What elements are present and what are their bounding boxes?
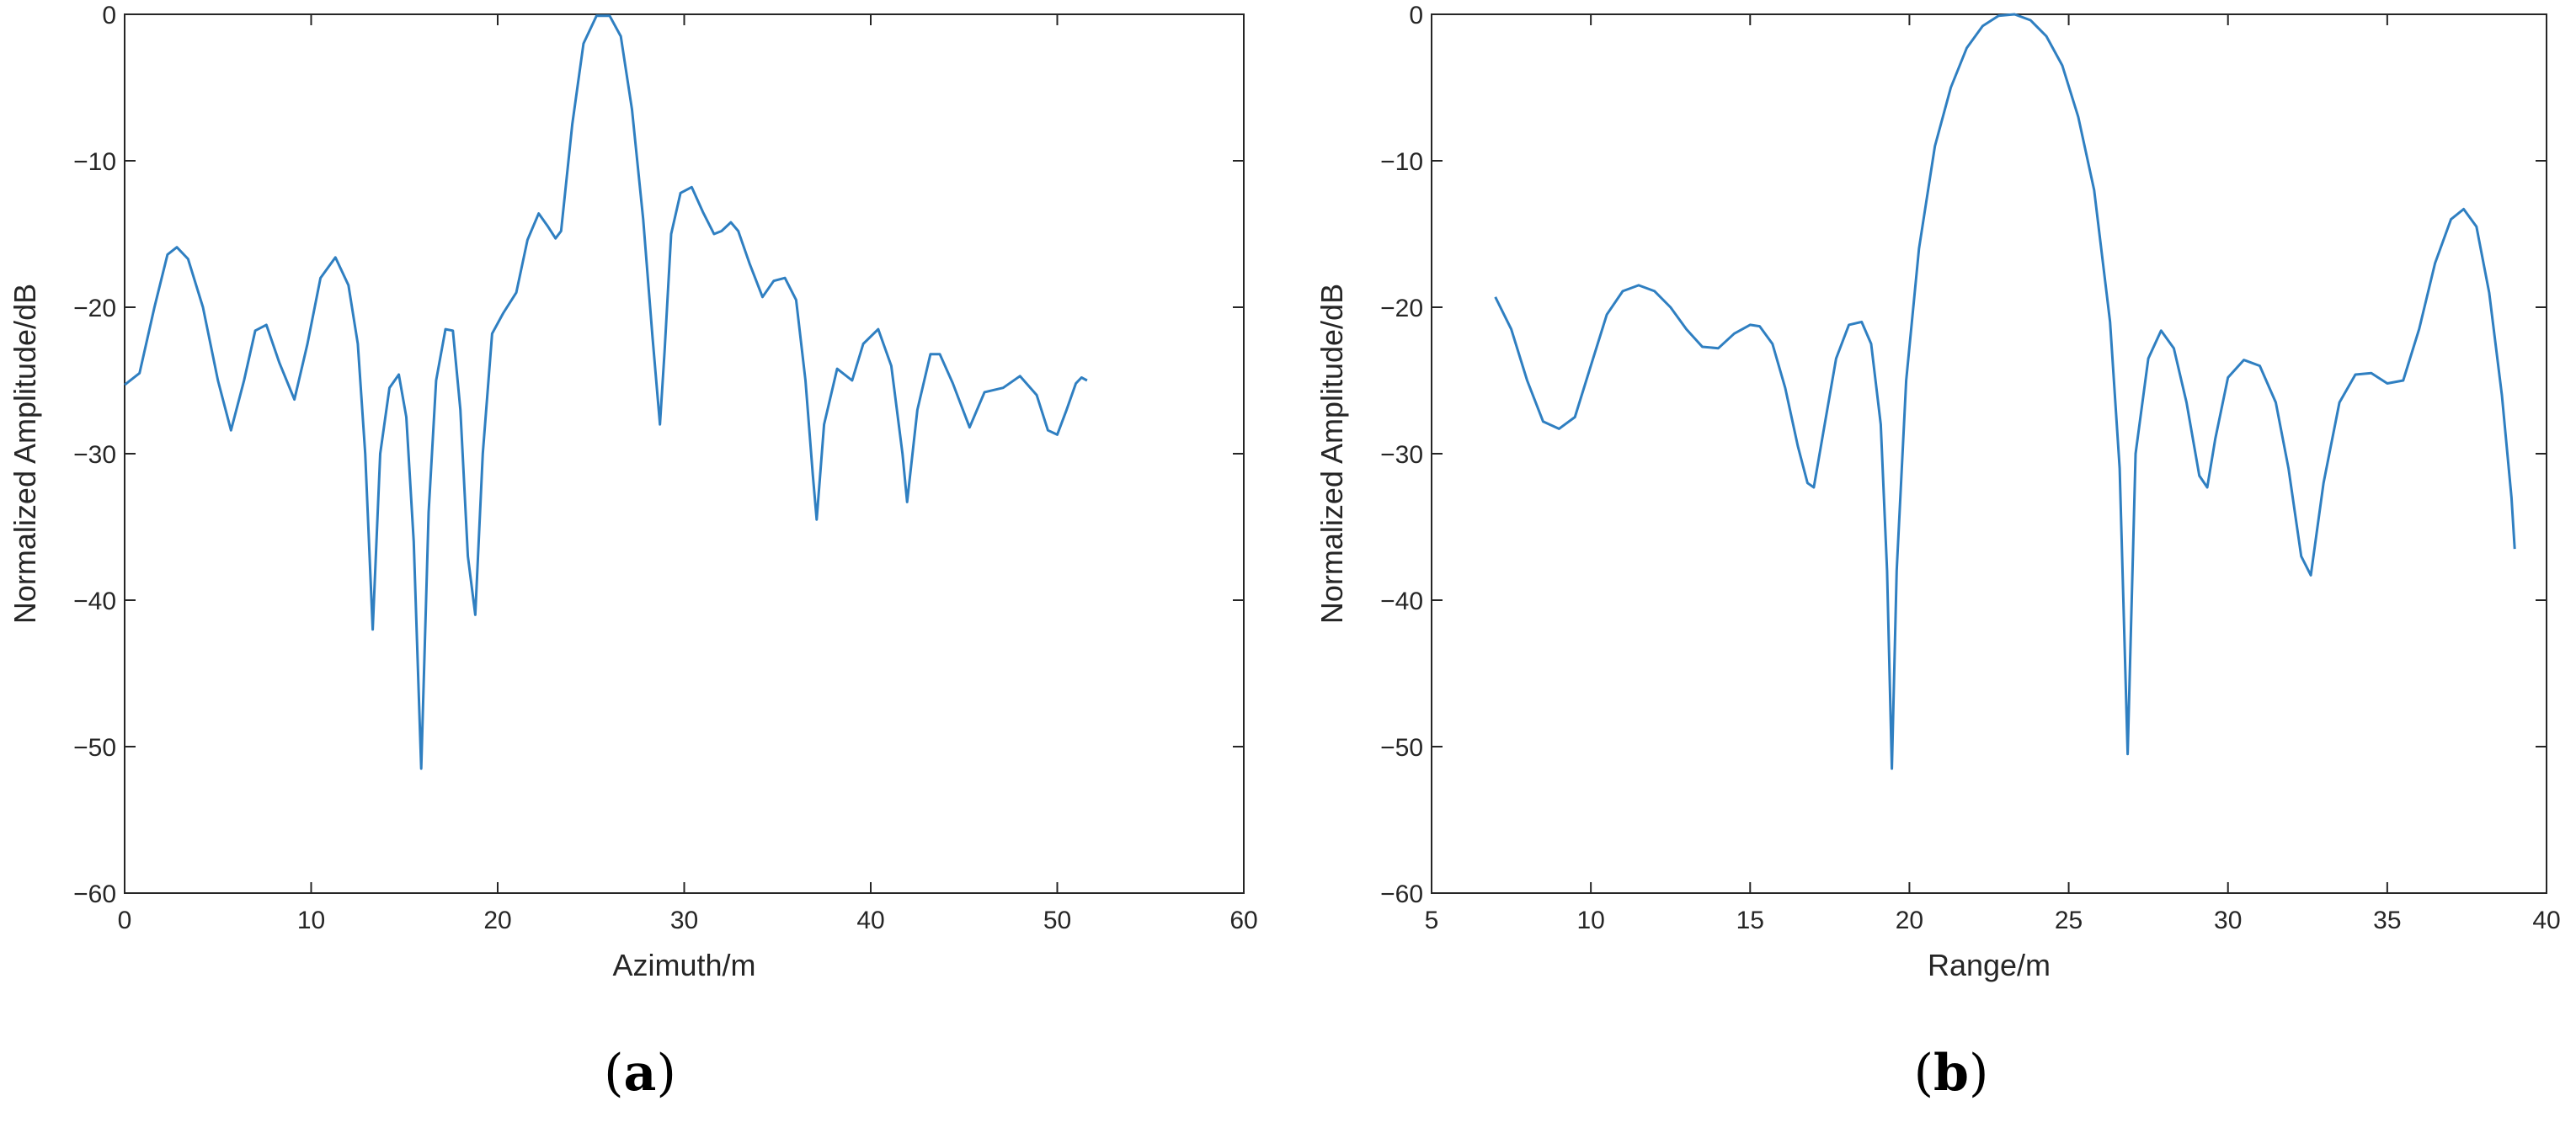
y-tick-label: −30 [73, 441, 116, 469]
y-axis-label: Normalized Amplitude/dB [1315, 284, 1349, 624]
y-tick-label: −60 [73, 880, 116, 908]
y-tick-label: −20 [73, 295, 116, 322]
y-tick-label: −10 [73, 148, 116, 176]
y-axis-label: Normalized Amplitude/dB [8, 284, 42, 624]
plot-frame [124, 13, 1245, 894]
x-axis-label: Range/m [1928, 948, 2051, 982]
x-tick-label: 10 [1576, 907, 1604, 934]
y-tick-label: −50 [73, 734, 116, 762]
y-tick-label: −30 [1380, 441, 1423, 469]
panel-label: (b) [1914, 1044, 1989, 1103]
x-tick-label: 60 [1229, 907, 1257, 934]
y-tick-label: −40 [1380, 588, 1423, 615]
x-tick-label: 15 [1736, 907, 1764, 934]
x-tick-label: 35 [2373, 907, 2401, 934]
x-tick-label: 30 [2214, 907, 2242, 934]
x-tick-label: 50 [1043, 907, 1071, 934]
x-axis-label: Azimuth/m [612, 948, 755, 982]
y-tick-label: −10 [1380, 148, 1423, 176]
y-tick-label: 0 [1409, 2, 1423, 29]
x-tick-label: 10 [297, 907, 325, 934]
y-tick-label: −50 [1380, 734, 1423, 762]
chart-panel-b: 5 10 15 20 25 30 35 40 0 −10 −20 −30 −40 −50 −60 Range/… [1315, 2, 2561, 1103]
y-tick-label: −20 [1380, 295, 1423, 322]
x-tick-label: 40 [2532, 907, 2560, 934]
x-tick-label: 5 [1425, 907, 1439, 934]
series-line [124, 14, 1088, 770]
series-line [1494, 13, 2516, 770]
y-tick-label: −40 [73, 588, 116, 615]
x-tick-label: 25 [2055, 907, 2083, 934]
plot-frame [1431, 13, 2547, 894]
y-tick-label: −60 [1380, 880, 1423, 908]
y-tick-label: 0 [102, 2, 116, 29]
x-tick-label: 20 [1896, 907, 1923, 934]
x-tick-label: 0 [118, 907, 132, 934]
x-tick-label: 40 [856, 907, 884, 934]
chart-panel-a: 0 10 20 30 40 50 60 0 −10 −20 −30 −40 −50 −60 Azimuth/… [8, 2, 1258, 1103]
x-tick-label: 30 [670, 907, 698, 934]
x-tick-label: 20 [483, 907, 511, 934]
panel-label: (a) [604, 1044, 676, 1103]
